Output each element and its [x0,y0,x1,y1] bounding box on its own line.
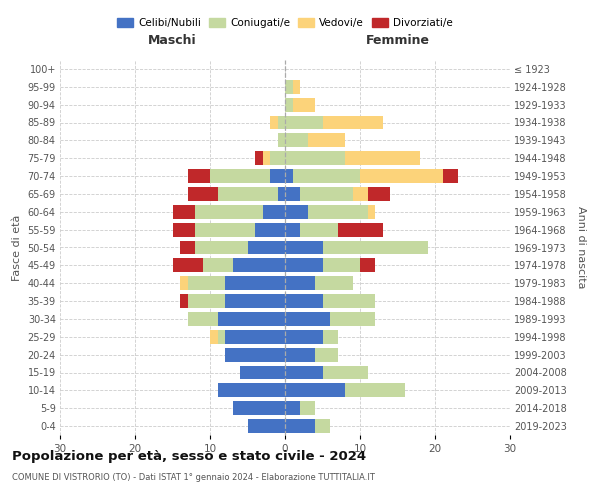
Bar [270,169,285,183]
Bar [218,312,285,326]
Bar [323,330,337,344]
Bar [233,258,285,272]
Bar [285,80,293,94]
Bar [345,151,420,165]
Text: Femmine: Femmine [365,34,430,48]
Bar [270,116,277,130]
Bar [285,401,300,415]
Bar [285,366,323,380]
Bar [360,258,375,272]
Bar [180,294,187,308]
Bar [330,312,375,326]
Bar [443,169,458,183]
Bar [285,98,293,112]
Text: Maschi: Maschi [148,34,197,48]
Bar [187,276,225,290]
Y-axis label: Anni di nascita: Anni di nascita [577,206,586,289]
Bar [263,151,270,165]
Bar [277,116,285,130]
Bar [285,312,330,326]
Bar [345,384,405,398]
Bar [173,222,195,236]
Bar [203,258,233,272]
Bar [367,187,390,201]
Bar [218,384,285,398]
Bar [173,205,195,219]
Bar [315,276,353,290]
Bar [323,240,427,254]
Bar [225,276,285,290]
Bar [308,205,367,219]
Y-axis label: Fasce di età: Fasce di età [12,214,22,280]
Bar [285,384,345,398]
Bar [277,134,285,147]
Bar [218,187,277,201]
Bar [173,258,203,272]
Bar [187,312,218,326]
Bar [315,348,337,362]
Bar [285,222,300,236]
Bar [353,187,367,201]
Bar [285,151,345,165]
Bar [187,169,210,183]
Text: COMUNE DI VISTRORIO (TO) - Dati ISTAT 1° gennaio 2024 - Elaborazione TUTTITALIA.: COMUNE DI VISTRORIO (TO) - Dati ISTAT 1°… [12,472,375,482]
Bar [255,151,263,165]
Bar [323,258,360,272]
Bar [285,240,323,254]
Bar [285,348,315,362]
Bar [323,294,375,308]
Bar [195,205,263,219]
Bar [218,330,225,344]
Bar [323,366,367,380]
Bar [210,169,270,183]
Bar [195,222,255,236]
Bar [195,240,248,254]
Bar [225,294,285,308]
Bar [293,98,315,112]
Bar [337,222,383,236]
Bar [308,134,345,147]
Bar [360,169,443,183]
Bar [285,276,315,290]
Bar [248,240,285,254]
Bar [293,80,300,94]
Bar [300,187,353,201]
Bar [210,330,218,344]
Bar [270,151,285,165]
Bar [225,348,285,362]
Bar [233,401,285,415]
Text: Popolazione per età, sesso e stato civile - 2024: Popolazione per età, sesso e stato civil… [12,450,366,463]
Bar [315,419,330,433]
Bar [285,419,315,433]
Bar [263,205,285,219]
Bar [285,294,323,308]
Bar [240,366,285,380]
Bar [367,205,375,219]
Bar [180,276,187,290]
Bar [285,258,323,272]
Bar [300,222,337,236]
Bar [285,330,323,344]
Legend: Celibi/Nubili, Coniugati/e, Vedovi/e, Divorziati/e: Celibi/Nubili, Coniugati/e, Vedovi/e, Di… [113,14,457,32]
Bar [255,222,285,236]
Bar [225,330,285,344]
Bar [293,169,360,183]
Bar [285,205,308,219]
Bar [285,169,293,183]
Bar [277,187,285,201]
Bar [187,294,225,308]
Bar [285,187,300,201]
Bar [285,134,308,147]
Bar [300,401,315,415]
Bar [285,116,323,130]
Bar [180,240,195,254]
Bar [248,419,285,433]
Bar [187,187,218,201]
Bar [323,116,383,130]
